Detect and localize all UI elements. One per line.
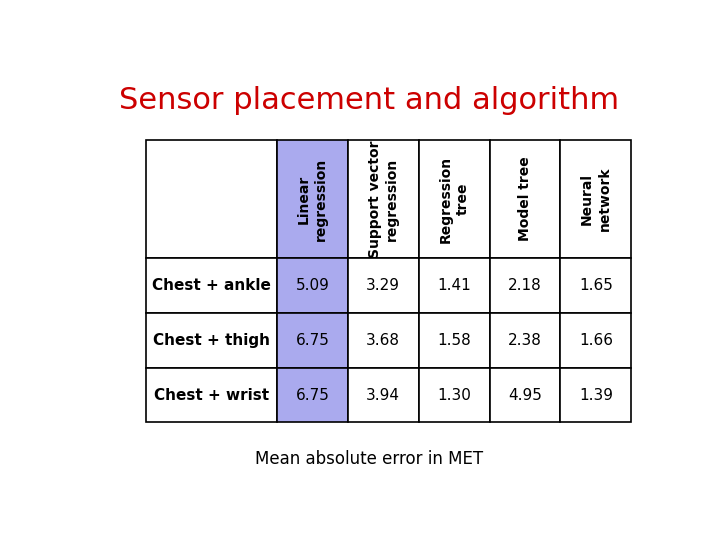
Text: 1.58: 1.58 <box>437 333 471 348</box>
Text: 6.75: 6.75 <box>295 388 329 402</box>
Bar <box>560 313 631 368</box>
Text: Model tree: Model tree <box>518 157 532 241</box>
Text: Chest + wrist: Chest + wrist <box>154 388 269 402</box>
Bar <box>418 313 490 368</box>
Bar <box>418 259 490 313</box>
Text: Chest + ankle: Chest + ankle <box>152 278 271 293</box>
Bar <box>145 259 277 313</box>
Bar <box>490 259 560 313</box>
Bar <box>277 140 348 259</box>
Text: 6.75: 6.75 <box>295 333 329 348</box>
Bar <box>348 140 418 259</box>
Bar <box>277 313 348 368</box>
Text: 2.18: 2.18 <box>508 278 542 293</box>
Bar <box>145 368 277 422</box>
Text: Sensor placement and algorithm: Sensor placement and algorithm <box>119 85 619 114</box>
Text: 3.94: 3.94 <box>366 388 400 402</box>
Bar <box>490 368 560 422</box>
Text: 5.09: 5.09 <box>295 278 329 293</box>
Text: 1.39: 1.39 <box>579 388 613 402</box>
Bar <box>277 368 348 422</box>
Text: 4.95: 4.95 <box>508 388 542 402</box>
Bar <box>418 140 490 259</box>
Text: 2.38: 2.38 <box>508 333 542 348</box>
Bar <box>348 368 418 422</box>
Bar <box>277 259 348 313</box>
Bar <box>560 259 631 313</box>
Text: 3.29: 3.29 <box>366 278 400 293</box>
Bar <box>560 140 631 259</box>
Bar <box>145 313 277 368</box>
Text: Regression
tree: Regression tree <box>438 156 469 242</box>
Text: Neural
network: Neural network <box>580 167 611 231</box>
Text: Chest + thigh: Chest + thigh <box>153 333 270 348</box>
Bar <box>348 313 418 368</box>
Bar <box>490 140 560 259</box>
Text: 1.41: 1.41 <box>437 278 471 293</box>
Text: 1.66: 1.66 <box>579 333 613 348</box>
Text: Mean absolute error in MET: Mean absolute error in MET <box>255 450 483 468</box>
Bar <box>560 368 631 422</box>
Bar <box>418 368 490 422</box>
Bar <box>490 313 560 368</box>
Text: 1.30: 1.30 <box>437 388 471 402</box>
Text: 1.65: 1.65 <box>579 278 613 293</box>
Bar <box>145 140 277 259</box>
Text: Support vector
regression: Support vector regression <box>367 140 399 258</box>
Bar <box>348 259 418 313</box>
Text: Linear
regression: Linear regression <box>297 157 328 241</box>
Text: 3.68: 3.68 <box>366 333 400 348</box>
